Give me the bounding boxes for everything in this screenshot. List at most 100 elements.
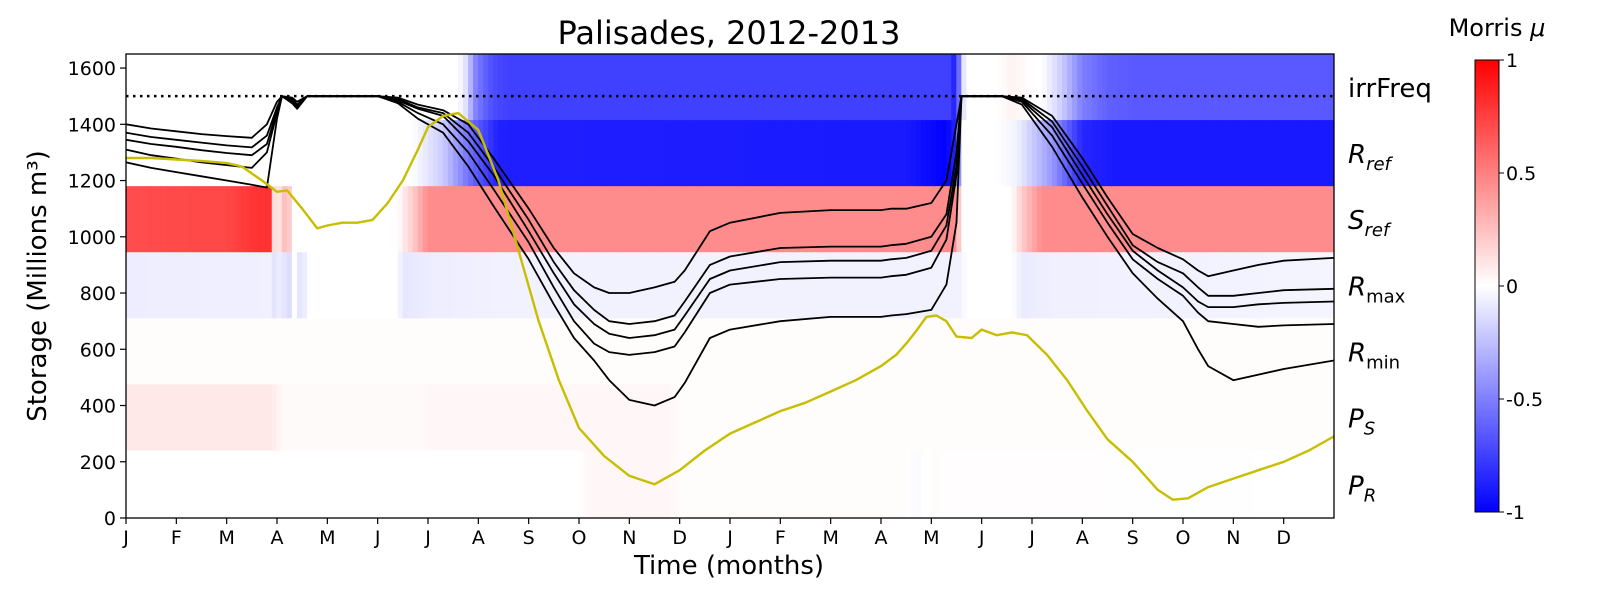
heatmap-cell xyxy=(1248,120,1254,187)
heatmap-cell xyxy=(1011,318,1018,385)
heatmap-cell xyxy=(775,318,781,385)
storage-trajectory-line xyxy=(126,95,1334,294)
heatmap-cell xyxy=(447,186,454,253)
heatmap-cell xyxy=(256,186,263,253)
heatmap-cell xyxy=(473,318,479,385)
heatmap-cell xyxy=(1067,384,1073,451)
heatmap-cell xyxy=(377,186,384,253)
heatmap-cell xyxy=(775,54,781,121)
heatmap-cell xyxy=(513,54,519,121)
heatmap-cell xyxy=(890,450,897,518)
heatmap-cell xyxy=(704,450,711,518)
heatmap-cell xyxy=(191,318,197,385)
sensitivity-heatmap xyxy=(126,54,1334,518)
heatmap-cell xyxy=(367,120,374,187)
heatmap-cell xyxy=(885,54,892,121)
heatmap-cell xyxy=(246,120,253,187)
heatmap-cell xyxy=(1031,54,1038,121)
heatmap-cell xyxy=(1318,318,1325,385)
heatmap-cell xyxy=(850,186,857,253)
x-tick-label: M xyxy=(218,527,234,549)
heatmap-cell xyxy=(503,384,509,451)
heatmap-cell xyxy=(1041,450,1048,518)
heatmap-cell xyxy=(1011,252,1018,319)
heatmap-cell xyxy=(1293,120,1300,187)
heatmap-cell xyxy=(166,252,172,319)
heatmap-cell xyxy=(714,252,721,319)
heatmap-cell xyxy=(1308,384,1315,451)
heatmap-cell xyxy=(795,186,801,253)
heatmap-cell xyxy=(931,120,937,187)
heatmap-cell xyxy=(417,318,424,385)
colorbar-ticks: 1 0.5 0 -0.5 -1 xyxy=(1499,50,1543,524)
heatmap-cell xyxy=(1157,120,1164,187)
heatmap-cell xyxy=(916,384,922,451)
heatmap-cell xyxy=(236,54,243,121)
heatmap-cell xyxy=(931,54,937,121)
heatmap-cell xyxy=(1197,186,1204,253)
row-label: Sref xyxy=(1348,206,1392,241)
heatmap-cell xyxy=(754,450,761,518)
heatmap-cell xyxy=(815,120,821,187)
heatmap-cell xyxy=(1253,186,1259,253)
heatmap-cell xyxy=(1167,252,1174,319)
heatmap-cell xyxy=(568,318,575,385)
heatmap-cell xyxy=(568,384,575,451)
heatmap-cell xyxy=(307,384,313,451)
heatmap-cell xyxy=(875,54,882,121)
heatmap-cell xyxy=(1298,450,1305,518)
heatmap-cell xyxy=(523,186,530,253)
heatmap-cell xyxy=(800,384,806,451)
heatmap-cell xyxy=(724,384,731,451)
heatmap-cell xyxy=(145,318,152,385)
heatmap-cell xyxy=(251,318,258,385)
heatmap-cell xyxy=(578,252,585,319)
heatmap-cell xyxy=(473,450,479,518)
heatmap-cell xyxy=(760,450,766,518)
heatmap-cell xyxy=(1318,186,1325,253)
heatmap-cell xyxy=(1036,318,1043,385)
heatmap-cell xyxy=(558,54,565,121)
heatmap-cell xyxy=(261,318,268,385)
heatmap-cell xyxy=(739,252,746,319)
heatmap-cell xyxy=(553,120,560,187)
heatmap-cell xyxy=(699,120,706,187)
heatmap-cell xyxy=(1243,54,1249,121)
heatmap-cell xyxy=(140,318,147,385)
heatmap-cell xyxy=(1278,54,1285,121)
heatmap-cell xyxy=(166,318,172,385)
heatmap-cell xyxy=(533,384,540,451)
heatmap-cell xyxy=(991,120,998,187)
heatmap-cell xyxy=(150,318,157,385)
heatmap-cell xyxy=(171,186,177,253)
heatmap-cell xyxy=(895,450,902,518)
heatmap-cell xyxy=(1132,120,1139,187)
heatmap-cell xyxy=(1323,186,1330,253)
heatmap-cell xyxy=(1223,318,1229,385)
heatmap-cell xyxy=(946,120,952,187)
heatmap-cell xyxy=(452,450,459,518)
heatmap-cell xyxy=(161,252,167,319)
heatmap-cell xyxy=(1152,54,1159,121)
heatmap-cell xyxy=(1263,54,1269,121)
heatmap-cell xyxy=(1187,450,1194,518)
heatmap-cell xyxy=(951,120,957,187)
heatmap-cell xyxy=(1288,120,1295,187)
heatmap-cell xyxy=(624,54,630,121)
heatmap-cell xyxy=(739,54,746,121)
heatmap-cell xyxy=(674,186,681,253)
heatmap-cell xyxy=(1313,186,1320,253)
heatmap-cell xyxy=(563,318,570,385)
heatmap-cell xyxy=(840,450,847,518)
heatmap-cell xyxy=(865,54,872,121)
heatmap-cell xyxy=(583,186,590,253)
heatmap-cell xyxy=(312,54,318,121)
heatmap-cell xyxy=(709,318,716,385)
heatmap-cell xyxy=(518,54,525,121)
heatmap-cell xyxy=(498,120,504,187)
heatmap-cell xyxy=(1006,252,1013,319)
heatmap-cell xyxy=(790,120,796,187)
heatmap-cell xyxy=(342,54,348,121)
heatmap-cell xyxy=(900,318,907,385)
heatmap-cell xyxy=(483,252,489,319)
